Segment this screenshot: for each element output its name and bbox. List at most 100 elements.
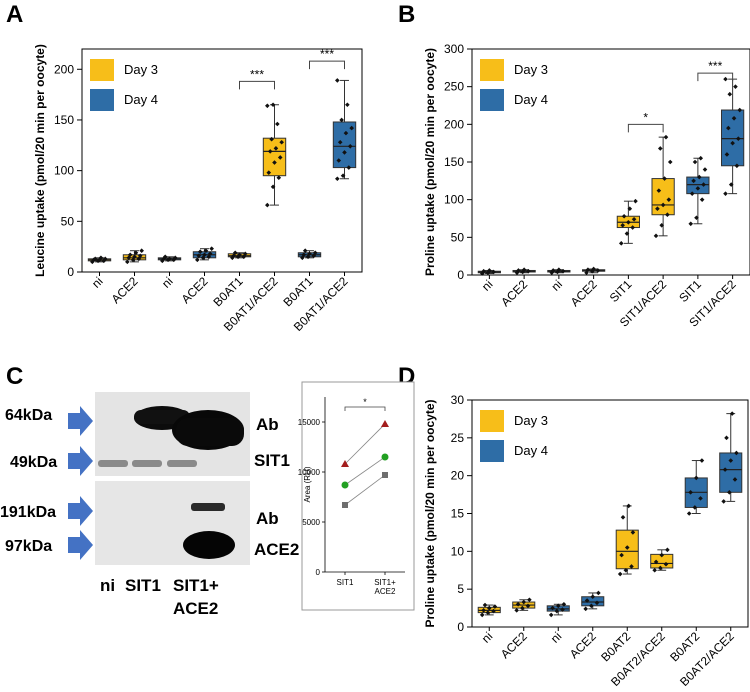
data-point: [206, 254, 212, 260]
data-point: [526, 268, 531, 274]
data-point: [591, 266, 596, 272]
data-point: [525, 603, 531, 609]
data-point: [727, 490, 732, 495]
data-point: [276, 175, 282, 181]
series-line: [344, 423, 386, 465]
blot-band: [132, 460, 162, 467]
box: [262, 137, 287, 177]
data-point: [724, 152, 730, 157]
data-point: [161, 256, 167, 262]
legend-label: Day 4: [514, 443, 548, 458]
data-point: [312, 250, 318, 256]
blot-band-ace2-low: [183, 531, 235, 559]
x-tick-label: ACE2: [109, 274, 141, 306]
legend-swatch: [480, 410, 504, 432]
data-point: [729, 411, 735, 416]
y-tick-label: 0: [457, 620, 464, 634]
x-tick-label: ni: [159, 274, 176, 291]
x-tick-label: ni: [479, 629, 496, 646]
x-tick-label: ni: [89, 274, 106, 291]
data-point: [127, 252, 133, 258]
data-point: [265, 202, 270, 208]
data-point: [136, 256, 142, 262]
blot-band: [98, 460, 128, 467]
y-axis-label: Leucine uptake (pmol/20 min per oocyte): [33, 44, 47, 277]
data-point: [172, 255, 178, 261]
data-point: [665, 212, 670, 218]
x-tick-label: ACE2: [498, 629, 530, 661]
data-point: [723, 191, 728, 196]
data-point: [516, 268, 521, 273]
x-tick-label: SIT1: [676, 277, 704, 305]
data-point: [270, 102, 276, 108]
data-point: [125, 259, 130, 265]
data-point: [595, 268, 601, 273]
blot-band-sit1-ace2-smear: [176, 418, 244, 446]
lane-label: SIT1+: [173, 576, 219, 595]
lane-label: ACE2: [173, 599, 218, 618]
arrow-icon: [68, 496, 93, 526]
data-point: [520, 605, 525, 611]
box: [686, 176, 710, 195]
data-point: [618, 241, 624, 246]
data-point: [667, 159, 673, 165]
data-point: [623, 567, 629, 573]
significance-label: *: [363, 397, 367, 407]
data-point: [492, 604, 498, 609]
antibody-label: Ab: [256, 509, 279, 528]
y-tick-label: 300: [444, 42, 464, 56]
data-point: [335, 78, 340, 83]
data-point: [728, 182, 734, 187]
western-blot: 64kDa 49kDa 191kDa 97kDa Ab SIT1 Ab ACE2…: [0, 392, 299, 618]
data-point: [692, 159, 698, 165]
legend-swatch: [480, 440, 504, 462]
data-point: [232, 250, 238, 256]
data-point: [652, 567, 657, 573]
x-tick-label: ni: [479, 277, 496, 294]
data-point: [241, 254, 247, 260]
data-point: [347, 144, 353, 149]
data-point: [726, 125, 731, 131]
series-line: [344, 456, 386, 486]
data-point: [301, 252, 307, 258]
data-point: [626, 503, 631, 509]
data-point: [265, 103, 270, 109]
data-point: [585, 267, 591, 273]
x-tick-label: SIT1: [337, 578, 354, 587]
blot-band-sit1-smear: [134, 410, 190, 424]
data-point: [732, 477, 738, 482]
data-point: [139, 248, 144, 254]
x-tick-label: ACE2: [568, 277, 600, 309]
data-point: [620, 514, 626, 520]
y-tick-label: 50: [451, 230, 465, 244]
data-point: [162, 254, 168, 260]
data-point: [695, 186, 701, 191]
data-point: [666, 197, 672, 202]
x-tick-label: ACE2: [498, 277, 530, 309]
data-point: [660, 202, 666, 208]
x-tick-label: ni: [548, 277, 565, 294]
legend-swatch: [90, 89, 114, 111]
data-point: [273, 146, 279, 151]
data-point: [686, 511, 692, 516]
data-point: [692, 505, 698, 510]
y-tick-label: 5: [457, 582, 464, 596]
marker-label: 64kDa: [5, 407, 52, 424]
data-point: [196, 253, 202, 259]
data-point: [343, 130, 349, 136]
data-point: [270, 184, 276, 190]
significance-label: ***: [708, 59, 722, 73]
data-point: [653, 559, 659, 565]
data-point: [689, 191, 695, 196]
y-axis-label: Proline uptake (pmol/20 min per oocyte): [423, 48, 437, 276]
data-point: [702, 167, 708, 172]
data-point: [521, 599, 527, 605]
data-point: [727, 91, 733, 97]
y-tick-label: 200: [444, 117, 464, 131]
y-tick-label: 15: [451, 507, 465, 521]
data-point: [491, 269, 496, 275]
data-point: [202, 252, 207, 258]
